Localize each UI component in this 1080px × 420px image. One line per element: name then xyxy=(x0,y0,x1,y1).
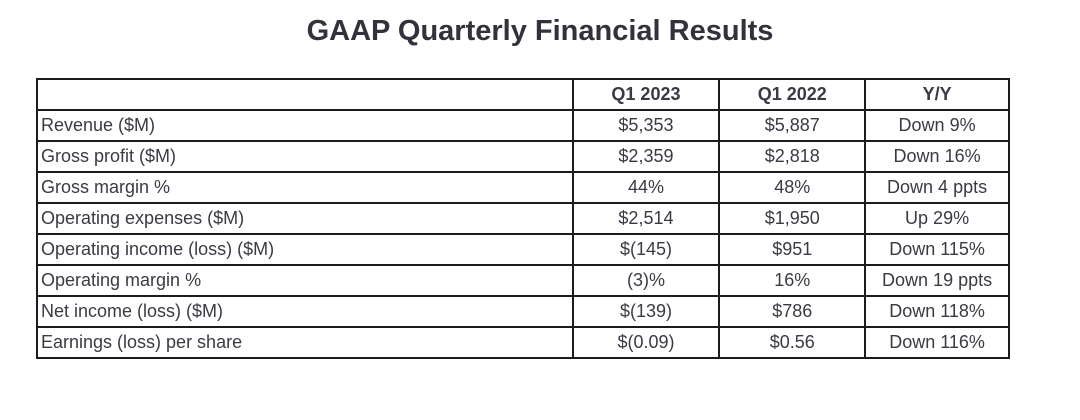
value-q1-2023: $(145) xyxy=(571,233,721,266)
table-row-gross-margin: Gross margin % 44% 48% Down 4 ppts xyxy=(36,171,1010,204)
column-header-yoy: Y/Y xyxy=(864,78,1010,111)
value-yoy: Down 19 ppts xyxy=(864,264,1010,297)
value-q1-2022: $5,887 xyxy=(718,109,867,142)
table-row-gross-profit: Gross profit ($M) $2,359 $2,818 Down 16% xyxy=(36,140,1010,173)
value-q1-2022: $0.56 xyxy=(718,326,867,359)
value-yoy: Up 29% xyxy=(864,202,1010,235)
value-q1-2023: $(0.09) xyxy=(571,326,721,359)
value-q1-2022: $786 xyxy=(718,295,867,328)
value-q1-2023: $(139) xyxy=(571,295,721,328)
value-q1-2023: $5,353 xyxy=(571,109,721,142)
value-yoy: Down 116% xyxy=(864,326,1010,359)
value-q1-2022: 48% xyxy=(718,171,867,204)
row-label: Net income (loss) ($M) xyxy=(36,295,574,328)
row-label: Operating expenses ($M) xyxy=(36,202,574,235)
value-q1-2023: 44% xyxy=(571,171,721,204)
row-label: Gross profit ($M) xyxy=(36,140,574,173)
value-q1-2023: (3)% xyxy=(571,264,721,297)
value-yoy: Down 9% xyxy=(864,109,1010,142)
value-q1-2022: $951 xyxy=(718,233,867,266)
value-q1-2022: $1,950 xyxy=(718,202,867,235)
table-row-operating-expenses: Operating expenses ($M) $2,514 $1,950 Up… xyxy=(36,202,1010,235)
column-header-q1-2023: Q1 2023 xyxy=(571,78,721,111)
table-row-revenue: Revenue ($M) $5,353 $5,887 Down 9% xyxy=(36,109,1010,142)
row-label: Revenue ($M) xyxy=(36,109,574,142)
row-label: Gross margin % xyxy=(36,171,574,204)
page-title: GAAP Quarterly Financial Results xyxy=(306,15,774,47)
value-q1-2022: 16% xyxy=(718,264,867,297)
value-yoy: Down 118% xyxy=(864,295,1010,328)
row-label: Operating margin % xyxy=(36,264,574,297)
row-label: Earnings (loss) per share xyxy=(36,326,574,359)
value-yoy: Down 4 ppts xyxy=(864,171,1010,204)
page: GAAP Quarterly Financial Results Q1 2023… xyxy=(0,14,1080,359)
column-header-q1-2022: Q1 2022 xyxy=(718,78,867,111)
header-row: Q1 2023 Q1 2022 Y/Y xyxy=(36,78,1010,111)
row-label: Operating income (loss) ($M) xyxy=(36,233,574,266)
table-row-net-income: Net income (loss) ($M) $(139) $786 Down … xyxy=(36,295,1010,328)
value-q1-2023: $2,514 xyxy=(571,202,721,235)
table-row-earnings-per-share: Earnings (loss) per share $(0.09) $0.56 … xyxy=(36,326,1010,359)
value-yoy: Down 16% xyxy=(864,140,1010,173)
value-q1-2023: $2,359 xyxy=(571,140,721,173)
financial-results-table: Q1 2023 Q1 2022 Y/Y Revenue ($M) $5,353 … xyxy=(36,78,1010,359)
table-row-operating-margin: Operating margin % (3)% 16% Down 19 ppts xyxy=(36,264,1010,297)
table-row-operating-income: Operating income (loss) ($M) $(145) $951… xyxy=(36,233,1010,266)
column-header-empty xyxy=(36,78,574,111)
value-yoy: Down 115% xyxy=(864,233,1010,266)
value-q1-2022: $2,818 xyxy=(718,140,867,173)
